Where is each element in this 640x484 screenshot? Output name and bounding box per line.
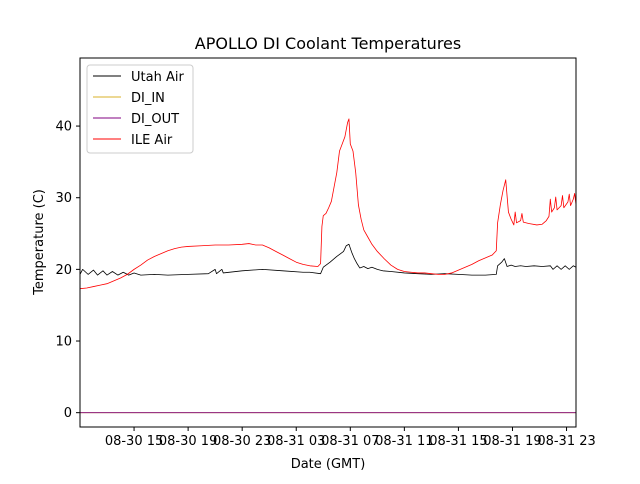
x-tick-label: 08-30 15	[105, 434, 163, 449]
series-layer	[80, 118, 576, 414]
x-tick-label: 08-31 15	[429, 434, 487, 449]
series-line-ile-air	[80, 118, 576, 290]
x-tick-label: 08-31 07	[321, 434, 379, 449]
x-tick-label: 08-30 19	[159, 434, 217, 449]
y-axis-label: Temperature (C)	[32, 189, 47, 296]
x-tick-label: 08-31 19	[483, 434, 541, 449]
y-tick-label: 40	[55, 120, 72, 135]
x-tick-label: 08-30 23	[213, 434, 271, 449]
y-tick-label: 10	[55, 335, 72, 350]
legend: Utah Air DI_IN DI_OUT ILE Air	[86, 64, 194, 154]
series-line-utah-air	[80, 243, 576, 276]
y-tick-label: 30	[55, 191, 72, 206]
y-tick-label: 0	[64, 406, 72, 421]
legend-label-di-out: DI_OUT	[131, 112, 179, 127]
plot-area-frame	[79, 57, 577, 428]
y-axis: 0 10 20 30 40	[55, 120, 80, 421]
x-tick-label: 08-31 11	[375, 434, 433, 449]
x-tick-label: 08-31 03	[267, 434, 325, 449]
chart-title: APOLLO DI Coolant Temperatures	[195, 34, 461, 53]
legend-frame	[86, 64, 194, 154]
x-axis-label: Date (GMT)	[291, 457, 366, 472]
legend-label-di-in: DI_IN	[131, 91, 165, 106]
y-tick-label: 20	[55, 263, 72, 278]
legend-label-utah-air: Utah Air	[131, 70, 184, 85]
x-tick-label: 08-31 23	[537, 434, 595, 449]
legend-label-ile-air: ILE Air	[131, 133, 173, 148]
